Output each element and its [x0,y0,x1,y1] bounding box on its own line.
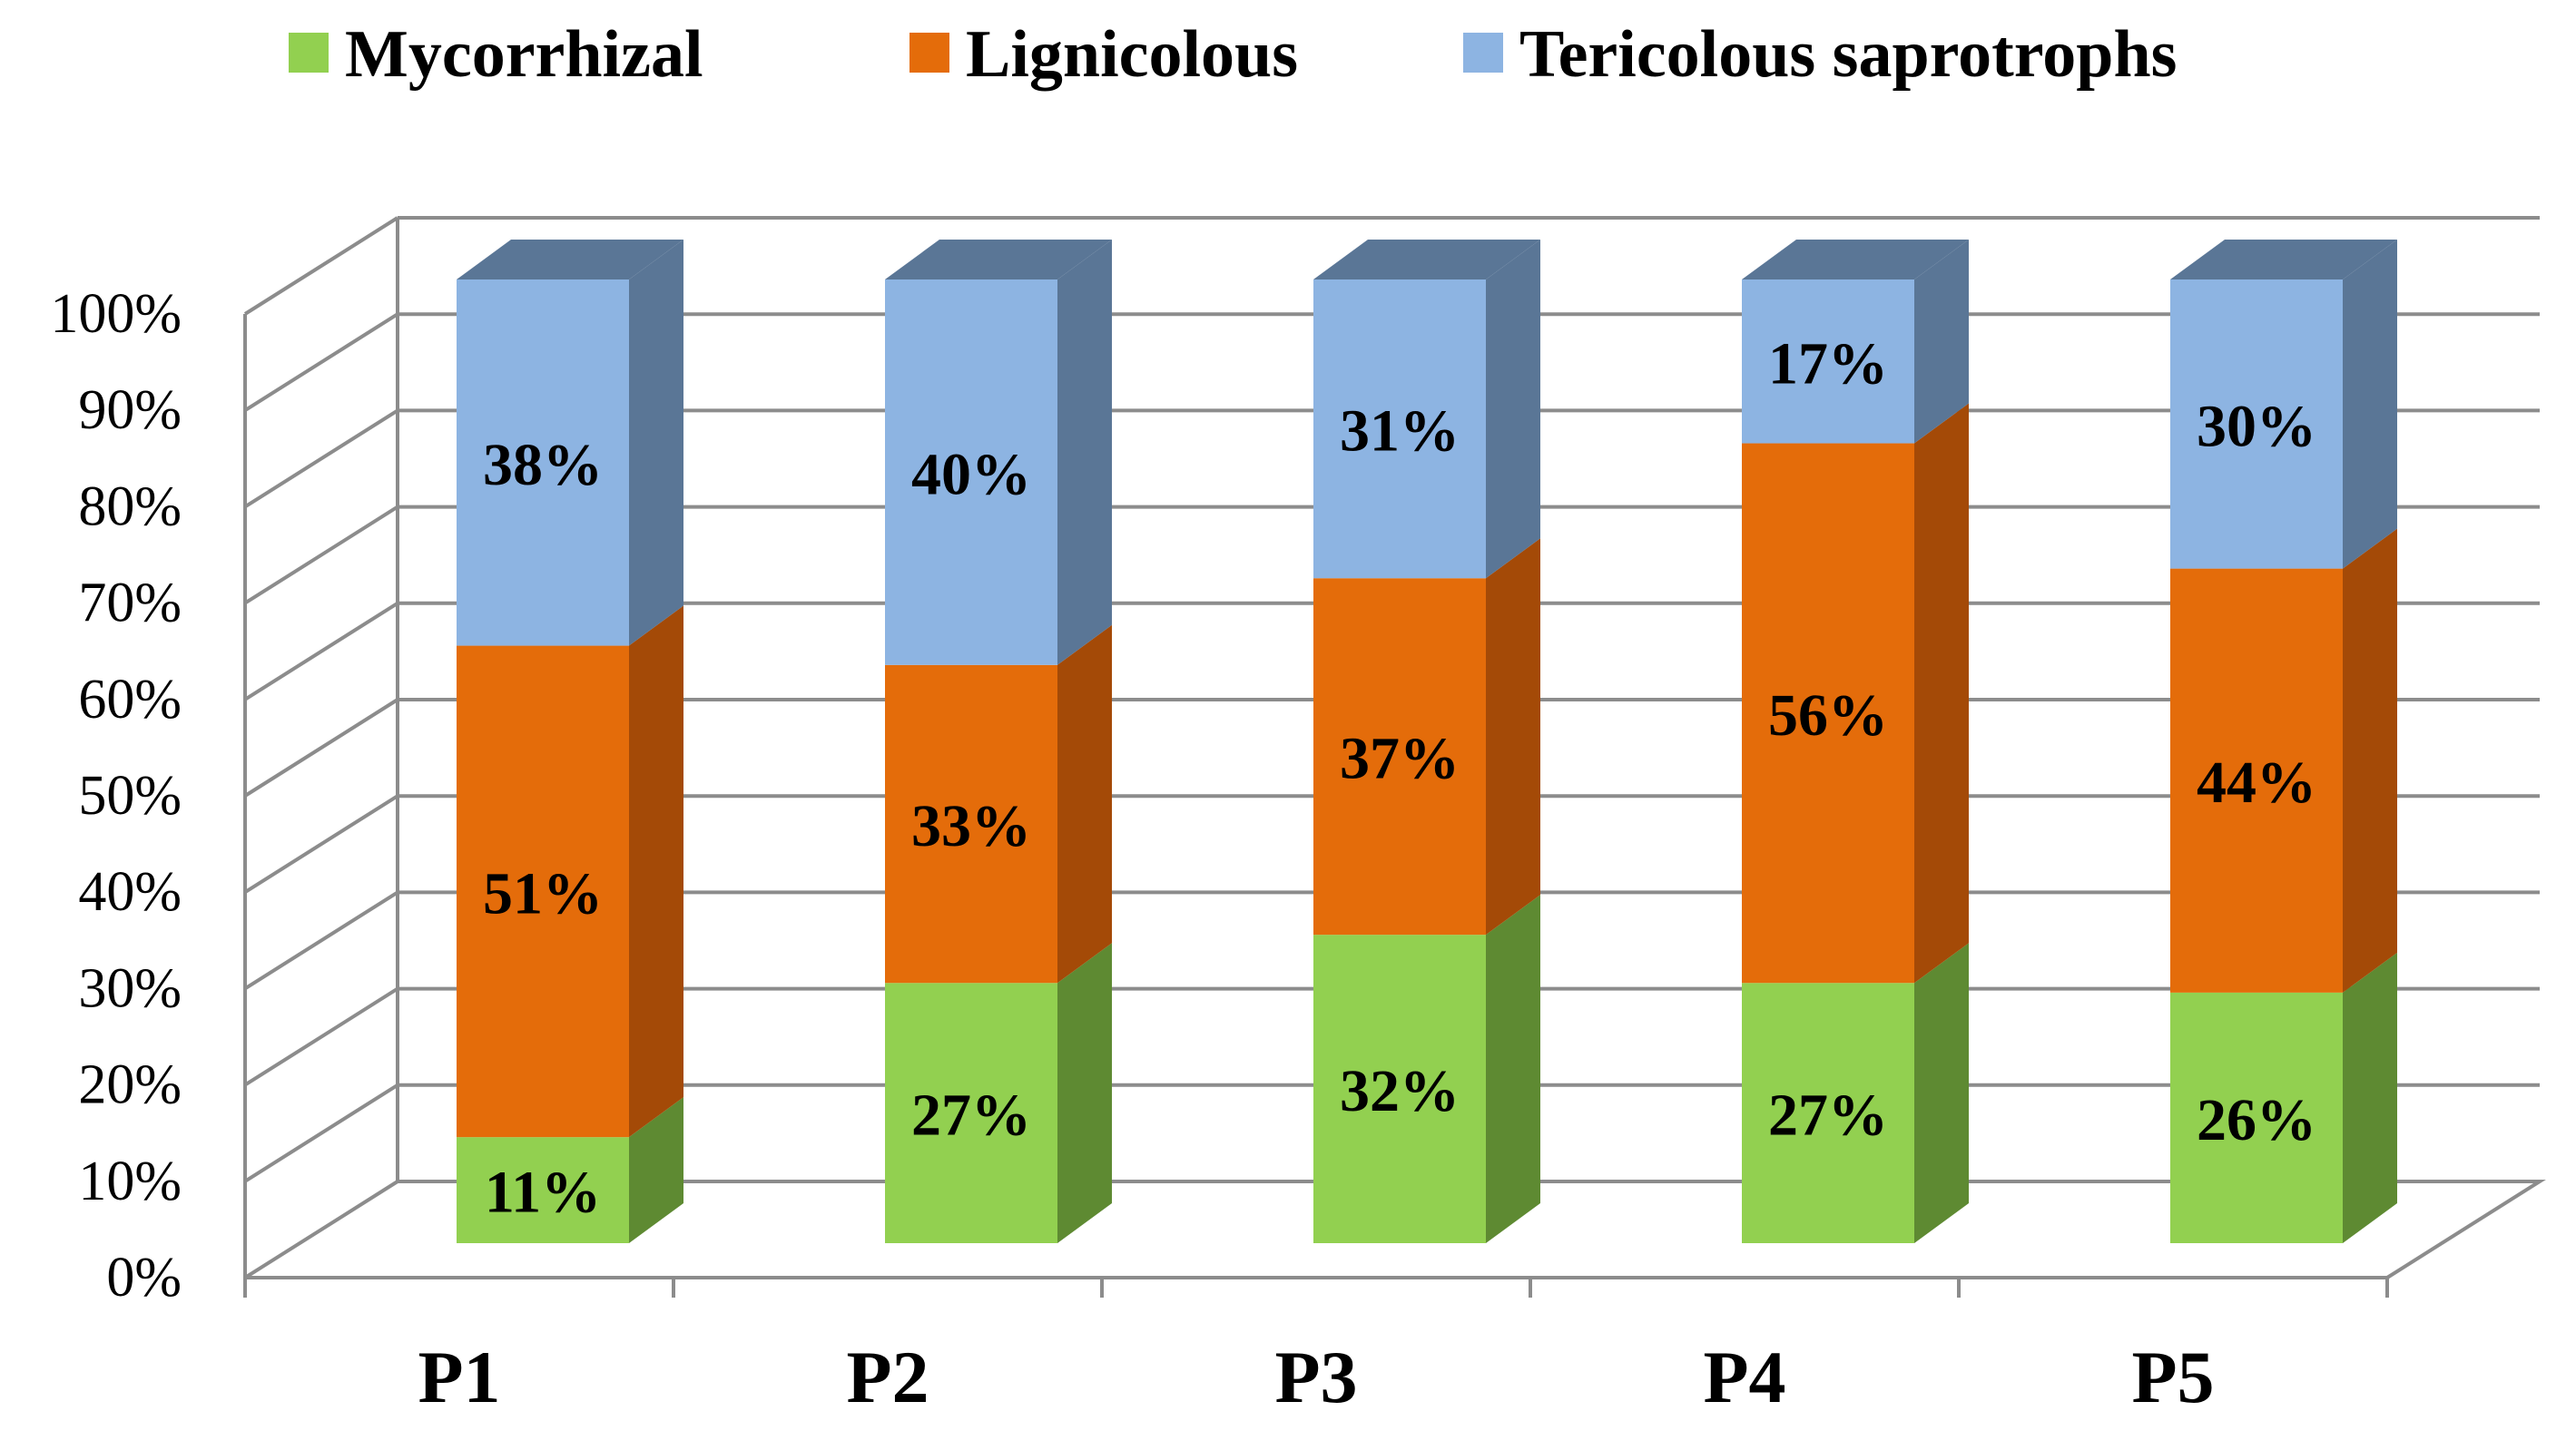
bar-front-face [885,983,1057,1243]
side-gridline [243,312,399,412]
bar-front-face [457,1137,629,1243]
side-gridline [243,505,399,605]
bar-side-face [1914,240,1969,444]
bar-value-label: 32% [1340,1058,1460,1124]
legend-swatch [289,33,329,73]
x-category-label: P1 [418,1336,500,1418]
bar-value-label: 27% [911,1083,1031,1149]
side-gridline [243,1083,399,1183]
bar-side-face [629,240,683,646]
bar-top-face [1742,240,1969,279]
x-category-label: P5 [2131,1336,2214,1418]
bar-side-face [2343,240,2397,569]
x-category-label: P4 [1703,1336,1785,1418]
legend: Mycorrhizal Lignicolous Tericolous saprotr… [289,17,2177,92]
bar-front-face [457,279,629,646]
side-gridline [243,986,399,1087]
bars [457,240,2397,1243]
side-gridline [243,890,399,991]
bar-value-label: 38% [483,432,603,498]
bar-front-face [1313,935,1486,1243]
bar-value-label: 40% [911,441,1031,507]
axes: 0% 10% 20% 30% 40% 50% 60% 70% 80% 90% 100% P1 P2 P3 P… [50,283,2389,1418]
bar-value-label: 17% [1768,330,1888,397]
bar-value-label: 33% [911,793,1031,859]
bar-side-face [1057,624,1112,984]
legend-label: Tericolous saprotrophs [1519,17,2177,92]
side-gridline [243,794,399,894]
bar-value-label: 11% [485,1160,601,1226]
bar-side-face [1486,895,1540,1243]
bar-front-face [1313,279,1486,579]
bar-side-face [1486,240,1540,579]
bar-value-label: 56% [1768,682,1888,749]
legend-label: Mycorrhizal [345,17,703,92]
x-category-label: P3 [1274,1336,1357,1418]
bar-front-face [457,645,629,1138]
bar-side-face [629,605,683,1138]
y-tick-label: 70% [78,573,182,634]
y-tick-label: 0% [106,1247,182,1308]
bar-top-face [457,240,683,279]
bar-top-face [1313,240,1540,279]
y-tick-label: 80% [78,475,182,537]
bar-side-face [629,1097,683,1243]
bar-front-face [885,279,1057,665]
y-tick-label: 100% [50,283,182,345]
side-gridline [243,1180,399,1279]
bar-front-face [1313,578,1486,936]
bar-value-label: 26% [2197,1087,2316,1153]
bar-side-face [2343,528,2397,993]
side-gridline [243,698,399,798]
bar-front-face [2170,568,2343,993]
y-tick-label: 40% [78,861,182,923]
data-labels: 11% 51% 38% 27% 33% 40% 32% 37% 31% 27% 56% 17% 26% 4… [483,330,2316,1225]
bar-side-face [1914,403,1969,984]
bar-side-face [1057,943,1112,1243]
bar-side-face [1486,538,1540,936]
bar-front-face [2170,279,2343,569]
legend-swatch [1463,33,1503,73]
side-gridline [243,408,399,509]
y-tick-label: 90% [78,379,182,441]
y-tick-label: 30% [78,957,182,1019]
x-category-label: P2 [846,1336,929,1418]
bar-top-face [885,240,1112,279]
bar-value-label: 30% [2197,393,2316,459]
side-gridline [243,216,399,316]
bar-value-label: 31% [1340,398,1460,465]
bar-top-face [2170,240,2397,279]
side-gridline [243,602,399,701]
bar-value-label: 51% [483,860,603,926]
bar-front-face [885,664,1057,984]
bar-value-label: 44% [2197,750,2316,816]
bar-side-face [1057,240,1112,665]
bar-side-face [2343,952,2397,1243]
bar-side-face [1914,943,1969,1243]
y-tick-label: 20% [78,1054,182,1116]
legend-swatch [909,33,949,73]
y-tick-label: 10% [78,1151,182,1212]
y-tick-label: 50% [78,765,182,827]
bar-value-label: 37% [1340,726,1460,792]
bar-value-label: 27% [1768,1083,1888,1149]
legend-label: Lignicolous [966,17,1298,92]
bar-front-face [1742,443,1914,984]
bar-front-face [1742,983,1914,1243]
y-tick-label: 60% [78,669,182,730]
bar-front-face [1742,279,1914,444]
bar-front-face [2170,992,2343,1243]
